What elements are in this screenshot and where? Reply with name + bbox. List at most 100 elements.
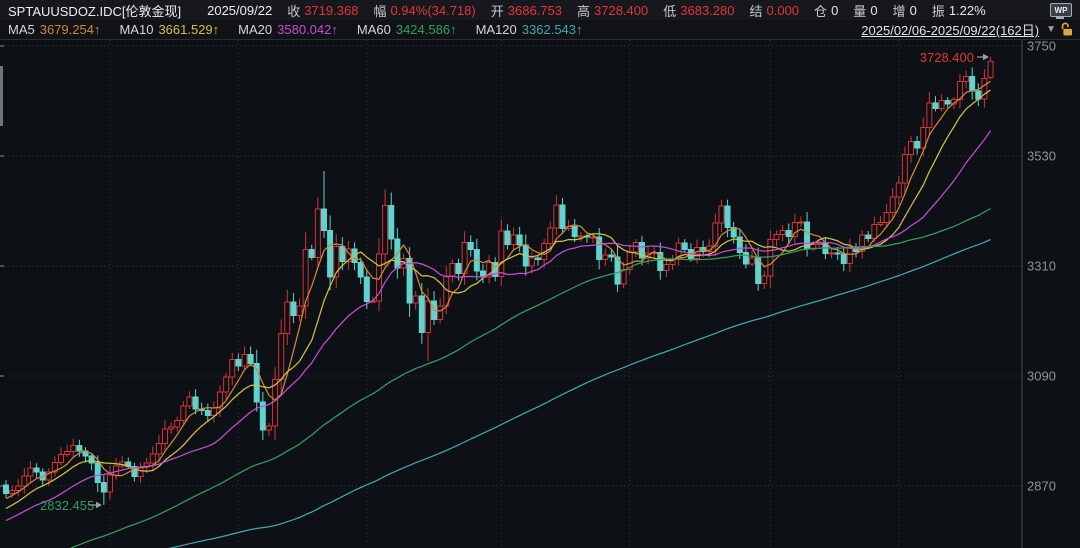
candle[interactable] bbox=[119, 456, 126, 469]
candle[interactable] bbox=[210, 401, 217, 423]
candle[interactable] bbox=[168, 422, 175, 435]
candle[interactable] bbox=[914, 135, 921, 155]
candle[interactable] bbox=[58, 447, 65, 466]
candle[interactable] bbox=[247, 346, 254, 367]
candle[interactable] bbox=[620, 261, 627, 289]
candle[interactable] bbox=[736, 228, 743, 260]
candle[interactable] bbox=[333, 233, 340, 289]
candle[interactable] bbox=[296, 298, 303, 322]
candle[interactable] bbox=[241, 346, 248, 371]
candle[interactable] bbox=[113, 458, 120, 480]
candle[interactable] bbox=[82, 447, 89, 463]
candle[interactable] bbox=[700, 240, 707, 257]
candle[interactable] bbox=[547, 221, 554, 251]
candle[interactable] bbox=[730, 221, 737, 244]
candle[interactable] bbox=[449, 259, 456, 283]
candle[interactable] bbox=[406, 247, 413, 317]
unlock-icon[interactable] bbox=[1060, 22, 1074, 37]
candle[interactable] bbox=[718, 199, 725, 233]
candle[interactable] bbox=[767, 230, 774, 288]
candle[interactable] bbox=[284, 289, 291, 345]
candle[interactable] bbox=[223, 372, 230, 401]
candle[interactable] bbox=[669, 254, 676, 271]
candle[interactable] bbox=[308, 244, 315, 261]
candle[interactable] bbox=[357, 257, 364, 285]
candlestick-chart[interactable]: 3728.400 2832.455 3750 3530 3310 3090 2870 bbox=[0, 40, 1080, 548]
candle[interactable] bbox=[155, 435, 162, 462]
candle[interactable] bbox=[883, 204, 890, 228]
candle[interactable] bbox=[51, 456, 58, 477]
candle[interactable] bbox=[779, 225, 786, 242]
candle[interactable] bbox=[657, 242, 664, 280]
candle[interactable] bbox=[265, 423, 272, 436]
candle[interactable] bbox=[901, 146, 908, 195]
candle[interactable] bbox=[840, 246, 847, 272]
candle[interactable] bbox=[88, 453, 95, 471]
candle[interactable] bbox=[755, 247, 762, 291]
candle[interactable] bbox=[852, 243, 859, 258]
candle[interactable] bbox=[106, 465, 113, 500]
candle[interactable] bbox=[608, 248, 615, 262]
candle[interactable] bbox=[180, 401, 187, 426]
candle[interactable] bbox=[290, 293, 297, 324]
chevron-down-icon[interactable]: ▼ bbox=[1046, 24, 1056, 35]
candle[interactable] bbox=[749, 250, 756, 267]
candle[interactable] bbox=[596, 228, 603, 270]
candle[interactable] bbox=[382, 188, 389, 267]
candle[interactable] bbox=[149, 446, 156, 471]
candle[interactable] bbox=[895, 176, 902, 206]
candle[interactable] bbox=[632, 239, 639, 258]
candle[interactable] bbox=[761, 271, 768, 289]
candle[interactable] bbox=[467, 235, 474, 257]
candle[interactable] bbox=[272, 367, 279, 441]
candle[interactable] bbox=[969, 67, 976, 100]
candle[interactable] bbox=[376, 238, 383, 312]
candle[interactable] bbox=[21, 467, 28, 494]
candle[interactable] bbox=[687, 243, 694, 262]
wp-monitor-icon[interactable]: WP bbox=[1050, 3, 1072, 19]
candle[interactable] bbox=[834, 246, 841, 260]
candle[interactable] bbox=[773, 230, 780, 247]
candle[interactable] bbox=[663, 258, 670, 278]
candle[interactable] bbox=[681, 239, 688, 253]
candle[interactable] bbox=[877, 216, 884, 227]
candle[interactable] bbox=[33, 463, 40, 479]
candle[interactable] bbox=[388, 192, 395, 250]
candle[interactable] bbox=[926, 91, 933, 136]
candle[interactable] bbox=[204, 403, 211, 422]
candle[interactable] bbox=[424, 288, 431, 361]
candle[interactable] bbox=[235, 353, 242, 371]
candle[interactable] bbox=[253, 349, 260, 412]
candle[interactable] bbox=[846, 238, 853, 273]
candle[interactable] bbox=[27, 460, 34, 484]
candle[interactable] bbox=[100, 475, 107, 505]
candle[interactable] bbox=[516, 226, 523, 252]
candle[interactable] bbox=[908, 136, 915, 163]
candle[interactable] bbox=[504, 224, 511, 250]
candle[interactable] bbox=[174, 416, 181, 432]
candle[interactable] bbox=[791, 213, 798, 245]
candle[interactable] bbox=[956, 74, 963, 109]
candle[interactable] bbox=[510, 227, 517, 251]
candle[interactable] bbox=[131, 462, 138, 482]
candle[interactable] bbox=[987, 56, 994, 80]
candle[interactable] bbox=[963, 70, 970, 89]
candle[interactable] bbox=[535, 254, 542, 266]
candle[interactable] bbox=[363, 269, 370, 310]
candle[interactable] bbox=[553, 195, 560, 235]
candle[interactable] bbox=[192, 389, 199, 415]
candle[interactable] bbox=[418, 282, 425, 344]
candle[interactable] bbox=[76, 439, 83, 457]
candle[interactable] bbox=[137, 462, 144, 483]
candle[interactable] bbox=[314, 197, 321, 269]
candle[interactable] bbox=[94, 455, 101, 492]
candle[interactable] bbox=[3, 480, 9, 498]
candle[interactable] bbox=[70, 438, 77, 457]
candle[interactable] bbox=[981, 68, 988, 108]
candle[interactable] bbox=[15, 479, 22, 497]
candle[interactable] bbox=[889, 188, 896, 220]
candle[interactable] bbox=[559, 198, 566, 234]
candle[interactable] bbox=[320, 171, 327, 238]
candle[interactable] bbox=[486, 255, 493, 284]
candle[interactable] bbox=[186, 391, 193, 410]
